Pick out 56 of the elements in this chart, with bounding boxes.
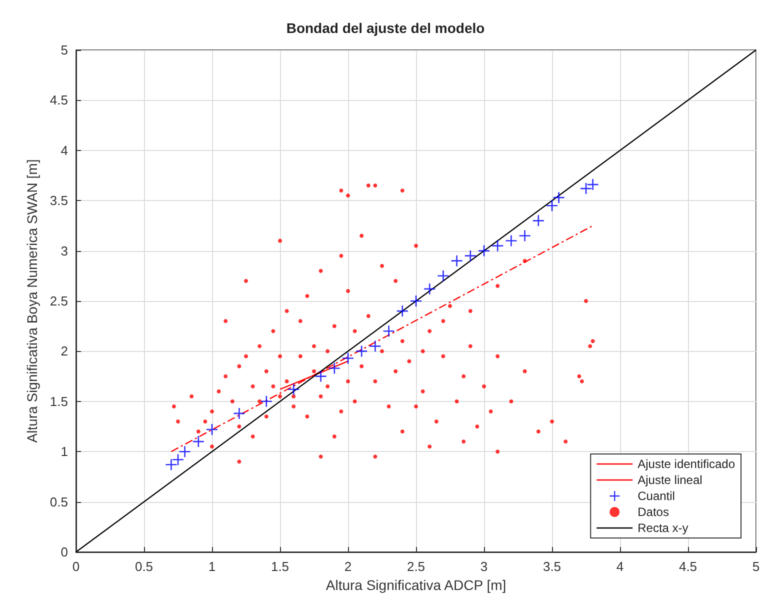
point [464,250,476,262]
legend-label: Ajuste lineal [638,473,702,487]
x-tick-label: 1.5 [270,559,290,574]
point [288,384,300,395]
y-tick-label: 3 [60,243,68,258]
x-tick-label: 4 [616,559,624,574]
point [532,215,544,226]
point [519,230,530,242]
point [546,200,558,212]
point [179,446,190,458]
point [553,192,564,204]
point [315,370,326,382]
legend-label: Cuantil [638,489,675,503]
point [396,306,408,317]
x-tick-label: 3.5 [542,559,562,574]
y-tick-label: 1.5 [50,394,68,409]
y-tick-label: 4 [60,142,68,158]
point [438,270,449,282]
x-tick-label: 5 [752,559,760,574]
point [260,396,272,407]
legend-label: Ajuste identificado [638,457,736,471]
point [492,240,504,252]
x-axis-title: Altura Significativa ADCP [m] [326,576,506,593]
x-tick-label: 1 [208,559,216,574]
x-tick-label: 2 [344,559,352,574]
point [451,255,462,266]
y-tick-label: 2 [60,344,68,359]
y-tick-label: 4.5 [50,92,68,108]
y-tick-label: 2.5 [50,294,68,308]
x-tick-label: 4.5 [678,559,698,574]
y-tick-label: 1 [60,444,68,460]
point [478,245,490,256]
x-tick-label: 2.5 [406,559,426,574]
point [342,352,354,364]
point [370,340,381,352]
point [506,235,517,246]
point [356,346,368,357]
point [166,459,177,470]
legend-label: Datos [638,505,669,519]
point [172,454,184,466]
y-tick-label: 0 [60,544,68,560]
x-tick-label: 0.5 [134,559,154,574]
legend-label: Recta x-y [638,521,688,535]
y-tick-label: 0.5 [50,494,68,510]
y-tick-label: 5 [60,42,68,58]
point [587,179,598,190]
point [192,436,204,448]
y-tick-label: 3.5 [50,193,68,208]
point [383,326,394,337]
x-tick-label: 3 [480,559,488,574]
chart-title: Bondad del ajuste del modelo [286,20,485,36]
point [424,283,436,294]
x-tick-label: 0 [72,559,80,574]
point [328,362,340,374]
point [234,408,245,419]
y-axis-title: Altura Significativa Boya Numerica SWAN [m] [24,159,40,443]
